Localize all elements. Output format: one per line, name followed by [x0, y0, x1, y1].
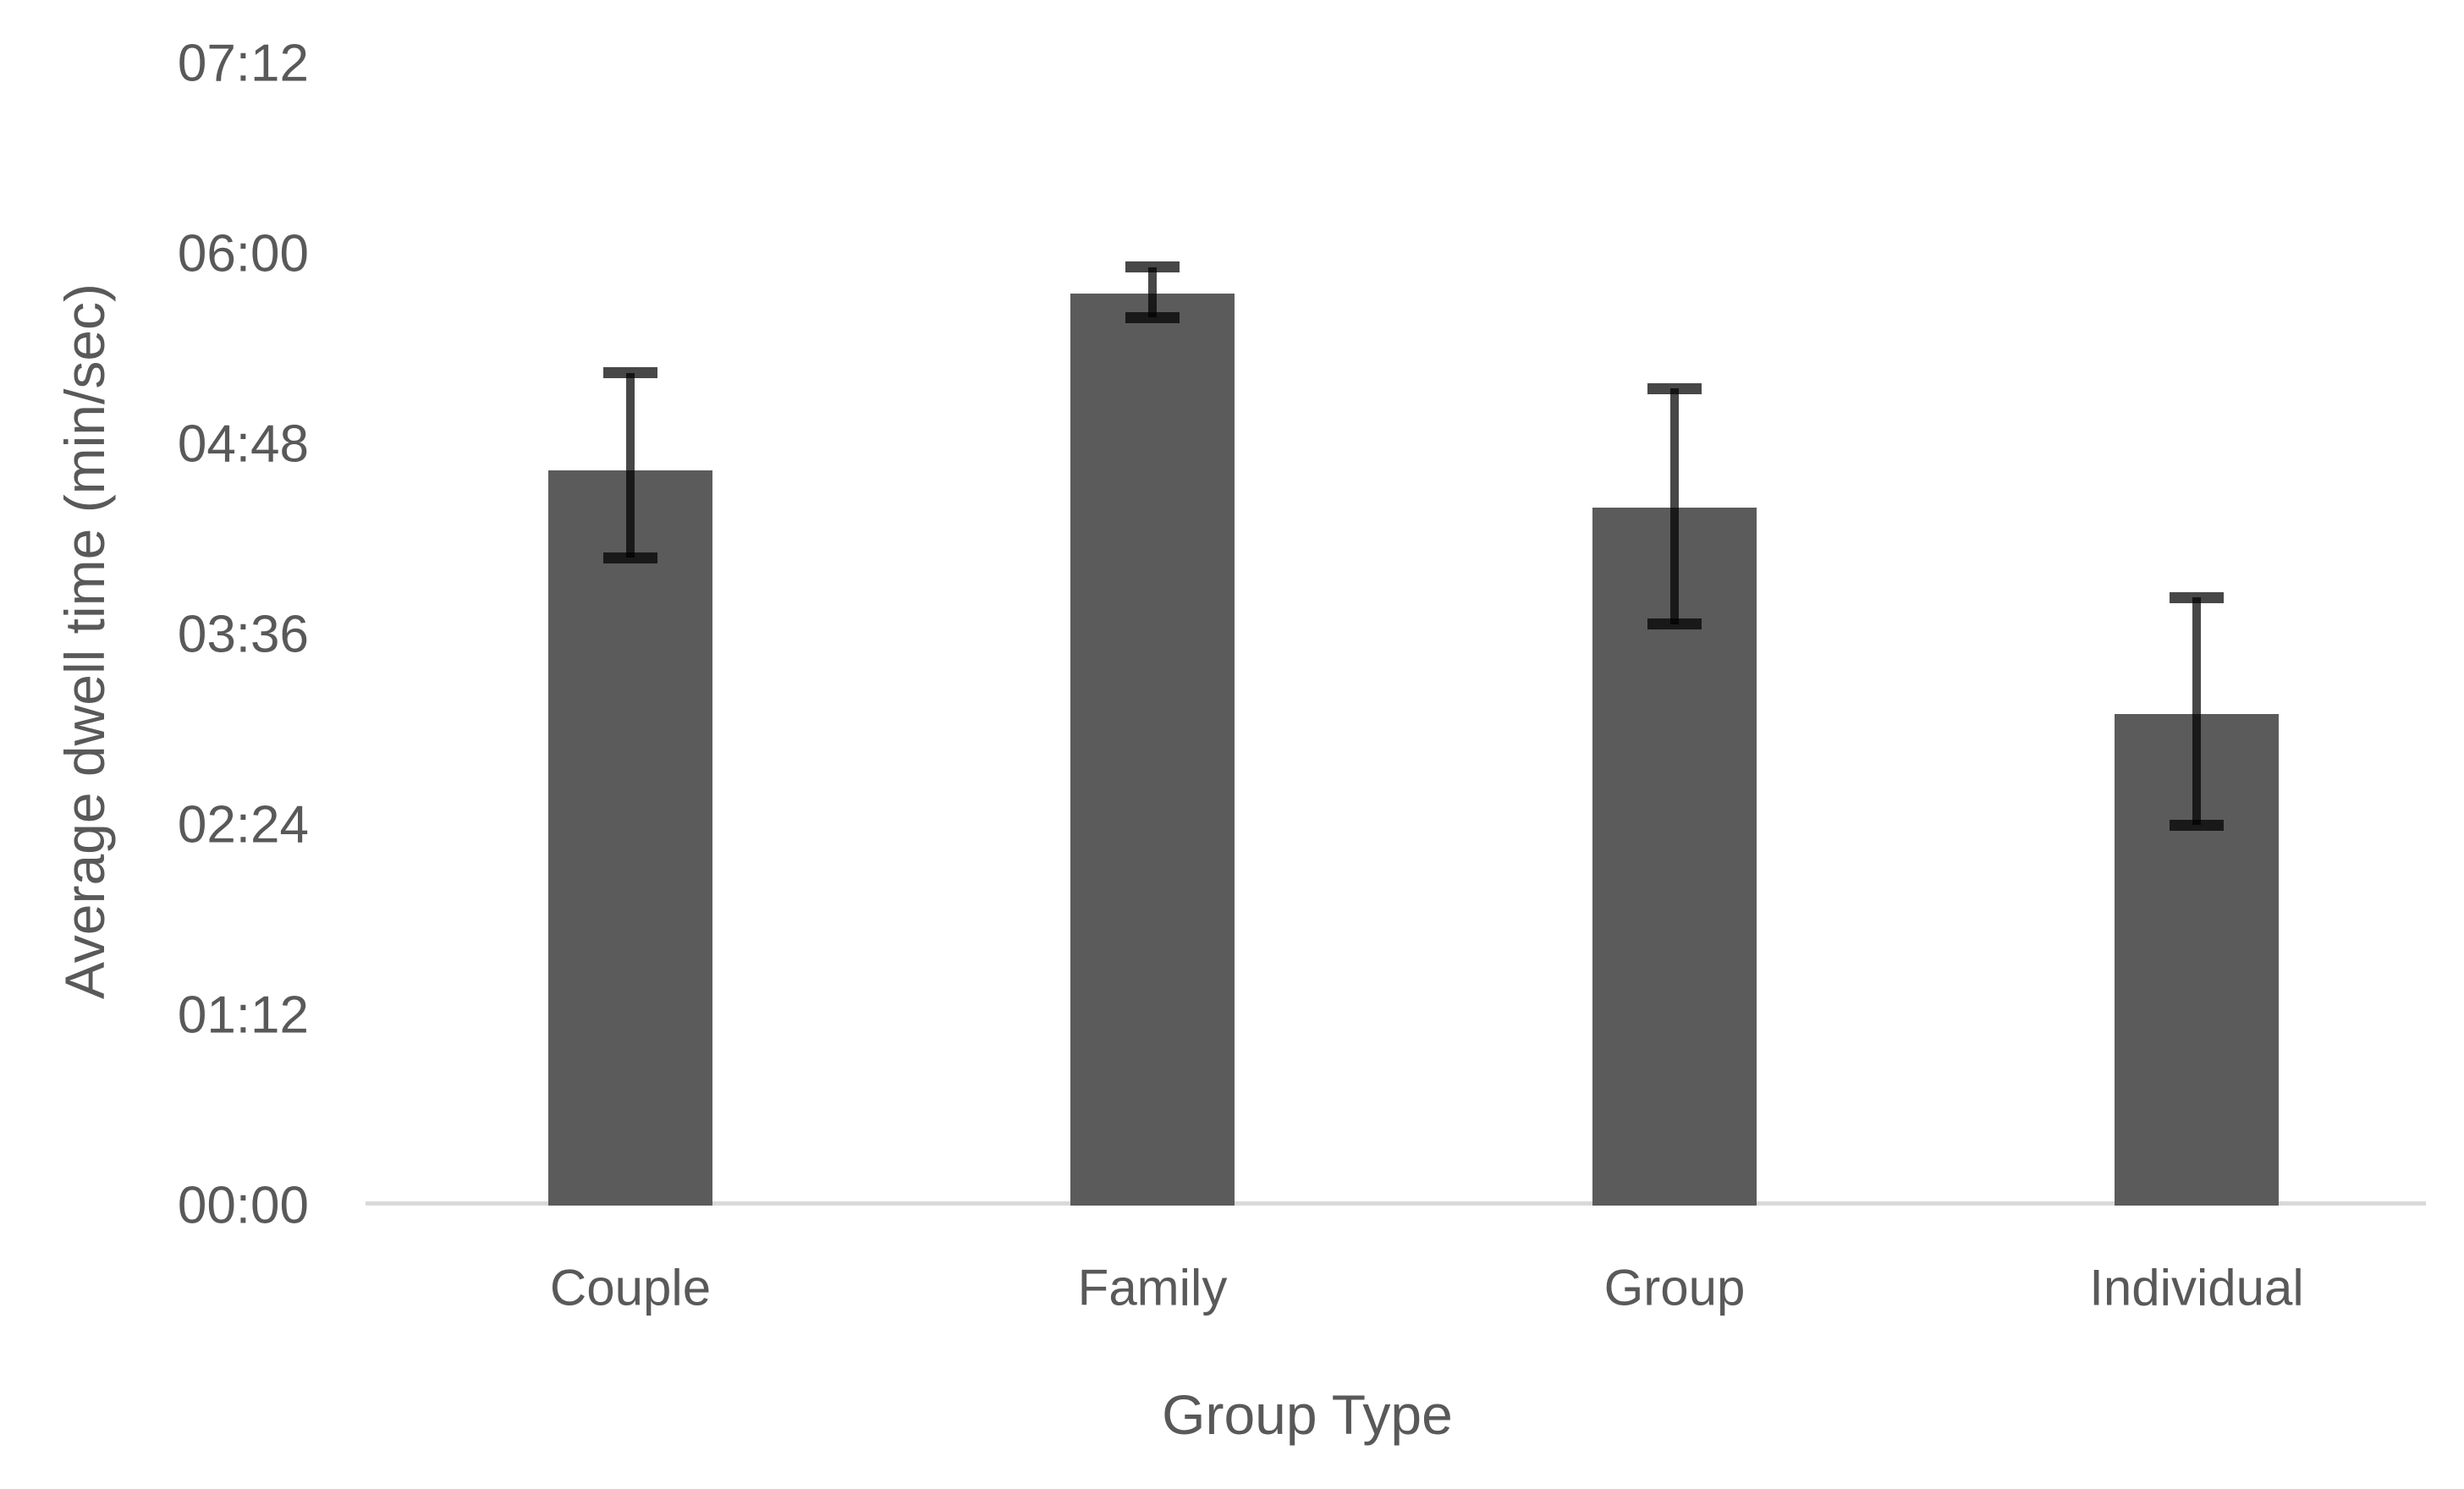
error-bar-line-couple	[626, 372, 635, 558]
error-bar-cap-bottom-family	[1125, 311, 1180, 323]
category-label-family: Family	[1077, 1259, 1228, 1316]
y-tick-label-0224: 02:24	[177, 795, 309, 854]
y-tick-label-0336: 03:36	[177, 605, 309, 664]
error-bar-line-family	[1148, 266, 1157, 317]
bar-family	[1070, 293, 1235, 1206]
error-bar-cap-top-group	[1647, 382, 1702, 394]
error-bar-line-individual	[2192, 597, 2201, 825]
error-bar-cap-bottom-couple	[603, 552, 657, 563]
category-label-group: Group	[1603, 1259, 1746, 1316]
error-bar-cap-bottom-individual	[2170, 819, 2224, 831]
y-axis-title: Average dwell time (min/sec)	[53, 283, 116, 1000]
y-tick-label-0448: 04:48	[177, 415, 309, 474]
error-bar-cap-top-couple	[603, 367, 657, 379]
category-label-couple: Couple	[549, 1259, 712, 1316]
y-tick-label-0000: 00:00	[177, 1176, 309, 1235]
y-tick-label-0712: 07:12	[177, 34, 309, 93]
bar-couple	[548, 470, 712, 1206]
x-axis-line	[366, 1201, 2426, 1206]
y-tick-label-0112: 01:12	[177, 986, 309, 1045]
category-label-individual: Individual	[2089, 1259, 2304, 1316]
error-bar-line-group	[1670, 388, 1679, 624]
x-axis-title: Group Type	[1162, 1383, 1453, 1446]
error-bar-cap-top-individual	[2170, 591, 2224, 603]
error-bar-cap-bottom-group	[1647, 618, 1702, 629]
y-tick-label-0600: 06:00	[177, 224, 309, 283]
error-bar-cap-top-family	[1125, 261, 1180, 273]
